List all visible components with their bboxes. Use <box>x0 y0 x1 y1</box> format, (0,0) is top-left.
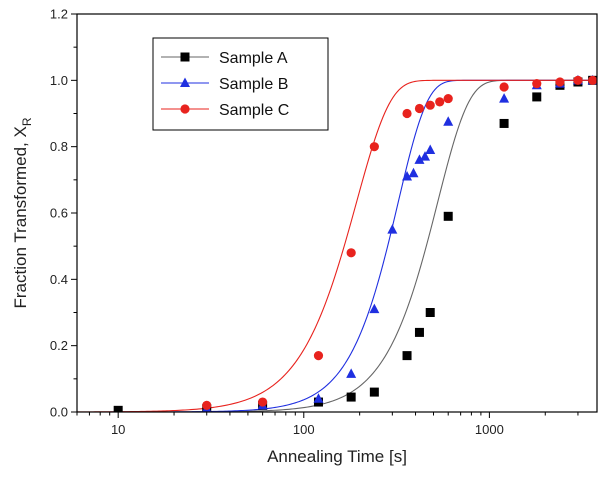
fit-curve-sample-c <box>77 79 597 412</box>
legend-marker-sample-c <box>180 104 190 114</box>
data-point-sample-a <box>414 327 424 337</box>
y-axis: 0.0 0.2 0.4 0.6 0.8 1.0 1.2 <box>50 7 77 420</box>
data-point-sample-c <box>588 75 597 85</box>
data-point-sample-b <box>443 116 454 126</box>
data-point-sample-a <box>532 92 542 102</box>
data-point-sample-a <box>425 308 435 317</box>
x-axis-title: Annealing Time [s] <box>267 447 407 466</box>
data-point-sample-b <box>414 154 425 164</box>
data-point-sample-c <box>435 97 445 107</box>
data-point-sample-b <box>346 368 357 378</box>
data-point-sample-c <box>369 142 379 152</box>
data-point-sample-c <box>532 79 542 89</box>
data-point-sample-c <box>402 108 412 119</box>
data-point-sample-a <box>346 392 356 402</box>
data-point-sample-a <box>369 387 379 397</box>
legend-marker-sample-b <box>180 77 190 87</box>
y-tick-label: 0.0 <box>50 405 68 420</box>
data-point-sample-b <box>408 167 419 178</box>
data-point-sample-b <box>499 93 510 103</box>
data-point-sample-b <box>369 303 380 314</box>
data-point-sample-b <box>387 224 398 234</box>
y-tick-label: 1.0 <box>50 73 68 88</box>
x-tick-label: 1000 <box>475 422 504 437</box>
data-point-sample-c <box>555 77 565 87</box>
legend-label-sample-a: Sample A <box>219 50 288 67</box>
data-point-sample-b <box>420 151 431 161</box>
data-point-sample-c <box>499 82 509 92</box>
data-point-sample-b <box>425 144 436 154</box>
y-tick-label: 0.8 <box>50 139 68 154</box>
data-point-sample-c <box>443 93 453 104</box>
legend-marker-sample-a <box>180 52 190 62</box>
y-tick-label: 1.2 <box>50 7 68 22</box>
y-axis-title: Fraction Transformed, XR <box>11 117 34 308</box>
y-axis-title-main: Fraction Transformed, X <box>11 126 30 308</box>
data-point-sample-b <box>402 171 413 181</box>
data-point-sample-a <box>113 405 123 412</box>
legend-label-sample-b: Sample B <box>219 76 288 93</box>
data-point-sample-a <box>499 118 509 128</box>
data-point-sample-b <box>313 393 324 403</box>
data-point-sample-c <box>346 248 356 258</box>
data-markers <box>113 74 597 412</box>
data-point-sample-c <box>414 103 425 114</box>
data-point-sample-c <box>313 351 324 361</box>
y-tick-label: 0.4 <box>50 272 68 287</box>
y-axis-title-subscript: R <box>20 117 34 126</box>
data-point-sample-a <box>402 351 412 361</box>
legend: Sample A Sample B Sample C <box>152 37 329 131</box>
data-point-sample-a <box>443 211 453 221</box>
x-tick-label: 10 <box>111 422 125 437</box>
legend-label-sample-c: Sample C <box>219 102 289 119</box>
data-point-sample-c <box>258 397 268 407</box>
y-tick-label: 0.2 <box>50 338 68 353</box>
x-axis: 10 100 1000 <box>76 412 579 437</box>
x-tick-label: 100 <box>293 422 315 437</box>
y-tick-label: 0.6 <box>50 206 68 221</box>
data-point-sample-c <box>202 400 212 410</box>
data-point-sample-c <box>425 100 435 110</box>
data-point-sample-c <box>573 75 583 85</box>
